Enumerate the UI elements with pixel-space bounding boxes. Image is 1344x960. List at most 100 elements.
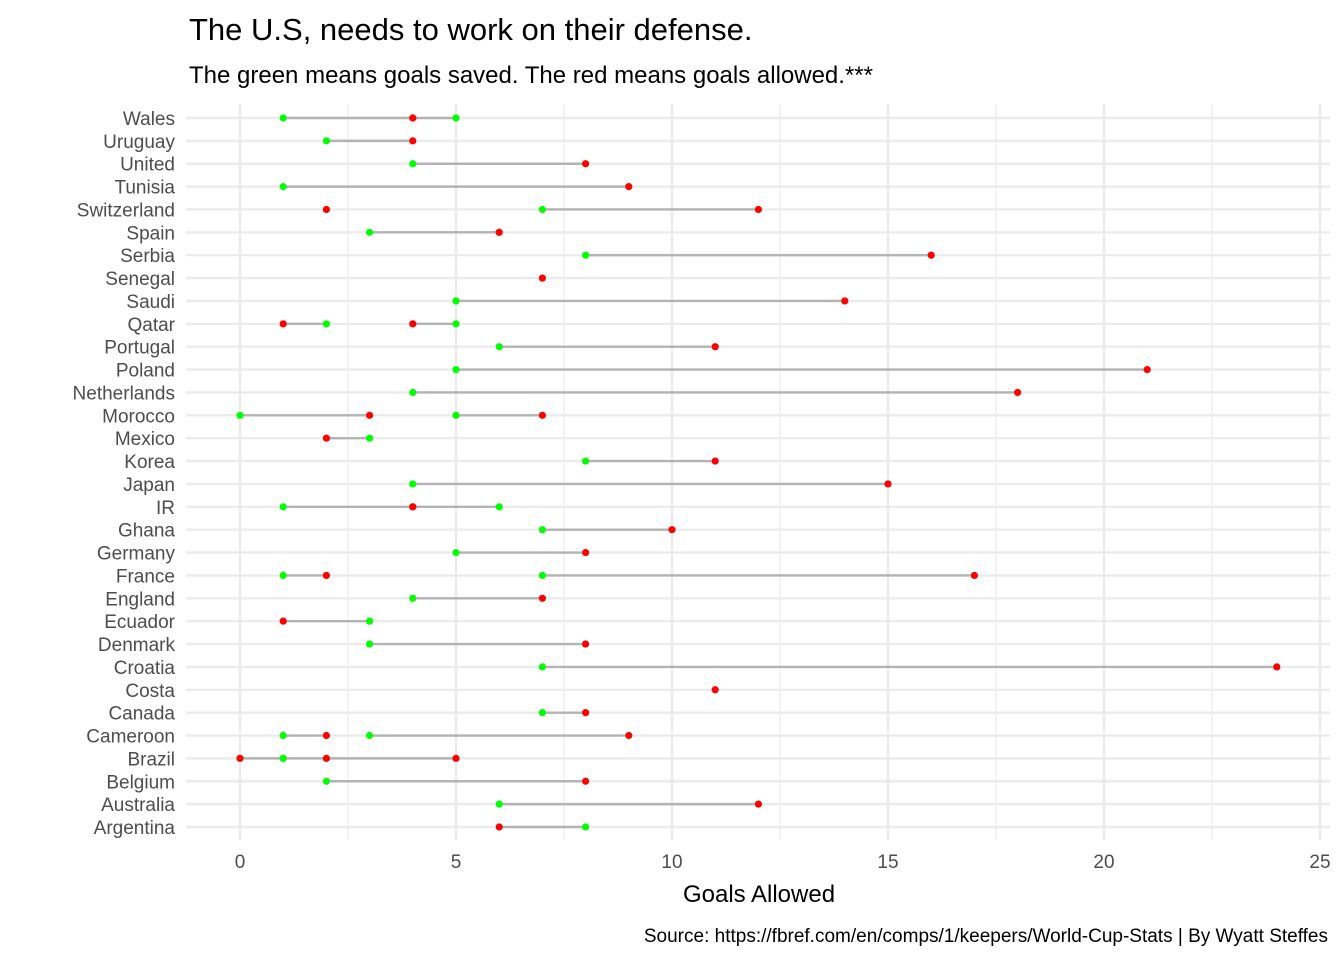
x-axis-labels: 0 5 10 15 20 25 — [235, 852, 1331, 873]
y-tick-label: England — [105, 589, 175, 610]
y-tick-label: Argentina — [94, 818, 176, 839]
saved-point — [366, 640, 374, 648]
saved-point — [279, 503, 287, 511]
saved-point — [366, 434, 374, 442]
allowed-point — [322, 205, 330, 214]
allowed-point — [711, 686, 719, 694]
saved-point — [582, 823, 590, 831]
x-tick-label: 5 — [451, 852, 462, 873]
y-tick-label: Korea — [124, 452, 175, 473]
y-tick-label: Brazil — [127, 749, 175, 770]
allowed-point — [538, 274, 547, 282]
points — [236, 114, 1281, 831]
allowed-point — [884, 480, 892, 488]
allowed-point — [668, 526, 676, 534]
allowed-point — [970, 571, 979, 580]
saved-point — [452, 320, 460, 328]
y-tick-label: Spain — [126, 223, 175, 244]
saved-point — [236, 411, 244, 419]
allowed-point — [582, 548, 590, 557]
saved-point — [538, 663, 547, 671]
y-tick-label: Poland — [116, 361, 175, 382]
saved-point — [279, 183, 287, 191]
y-tick-label: Qatar — [127, 315, 175, 336]
saved-point — [495, 503, 503, 511]
allowed-point — [409, 114, 417, 122]
saved-point — [538, 526, 547, 534]
saved-point — [452, 114, 460, 122]
chart-caption: Source: https://fbref.com/en/comps/1/kee… — [644, 926, 1328, 947]
y-tick-label: Australia — [101, 795, 175, 816]
allowed-point — [279, 617, 287, 625]
saved-point — [538, 571, 547, 580]
segments — [240, 116, 1277, 829]
saved-point — [366, 617, 374, 625]
allowed-point — [582, 709, 590, 717]
allowed-point — [322, 731, 330, 740]
saved-point — [582, 251, 590, 259]
allowed-point — [625, 183, 633, 191]
saved-point — [452, 297, 460, 305]
x-tick-label: 20 — [1093, 852, 1114, 873]
y-axis-labels: WalesUruguayUnitedTunisiaSwitzerlandSpai… — [73, 109, 176, 839]
allowed-point — [366, 411, 374, 419]
saved-point — [538, 205, 547, 214]
allowed-point — [582, 777, 590, 785]
allowed-point — [409, 137, 417, 145]
saved-point — [366, 228, 374, 236]
saved-point — [452, 411, 460, 419]
allowed-point — [582, 640, 590, 648]
allowed-point — [625, 731, 633, 740]
chart-subtitle: The green means goals saved. The red mea… — [189, 62, 873, 89]
grid — [186, 104, 1330, 840]
y-tick-label: Saudi — [126, 292, 175, 313]
x-tick-label: 25 — [1309, 852, 1330, 873]
saved-point — [538, 709, 547, 717]
x-tick-label: 15 — [877, 852, 898, 873]
allowed-point — [1014, 388, 1022, 397]
saved-point — [409, 594, 417, 602]
allowed-point — [322, 754, 330, 762]
y-tick-label: Ecuador — [104, 612, 175, 633]
x-axis-title: Goals Allowed — [683, 881, 835, 908]
allowed-point — [322, 434, 330, 442]
allowed-point — [495, 228, 503, 236]
saved-point — [409, 480, 417, 488]
allowed-point — [538, 594, 547, 602]
allowed-point — [452, 754, 460, 762]
y-tick-label: France — [116, 566, 175, 587]
allowed-point — [409, 503, 417, 511]
y-tick-label: Netherlands — [73, 383, 175, 404]
x-tick-label: 0 — [235, 852, 246, 873]
y-tick-label: Morocco — [102, 406, 175, 427]
x-tick-label: 10 — [661, 852, 682, 873]
allowed-point — [279, 320, 287, 328]
allowed-point — [711, 343, 719, 351]
saved-point — [409, 160, 417, 168]
y-tick-label: Denmark — [98, 635, 176, 656]
allowed-point — [322, 571, 330, 580]
allowed-point — [927, 251, 935, 259]
allowed-point — [754, 205, 763, 214]
y-tick-label: Switzerland — [77, 200, 175, 221]
saved-point — [582, 457, 590, 465]
saved-point — [279, 731, 287, 740]
saved-point — [452, 548, 460, 557]
y-tick-label: Uruguay — [103, 132, 175, 153]
y-tick-label: Japan — [123, 475, 175, 496]
allowed-point — [582, 160, 590, 168]
allowed-point — [1273, 663, 1281, 671]
y-tick-label: Germany — [97, 544, 176, 565]
allowed-point — [495, 823, 503, 831]
allowed-point — [754, 800, 763, 808]
saved-point — [322, 137, 330, 145]
saved-point — [322, 320, 330, 328]
y-tick-label: Wales — [123, 109, 175, 130]
y-tick-label: United — [120, 155, 175, 176]
allowed-point — [711, 457, 719, 465]
y-tick-label: Tunisia — [114, 178, 175, 199]
allowed-point — [538, 411, 547, 419]
saved-point — [322, 777, 330, 785]
saved-point — [279, 571, 287, 580]
